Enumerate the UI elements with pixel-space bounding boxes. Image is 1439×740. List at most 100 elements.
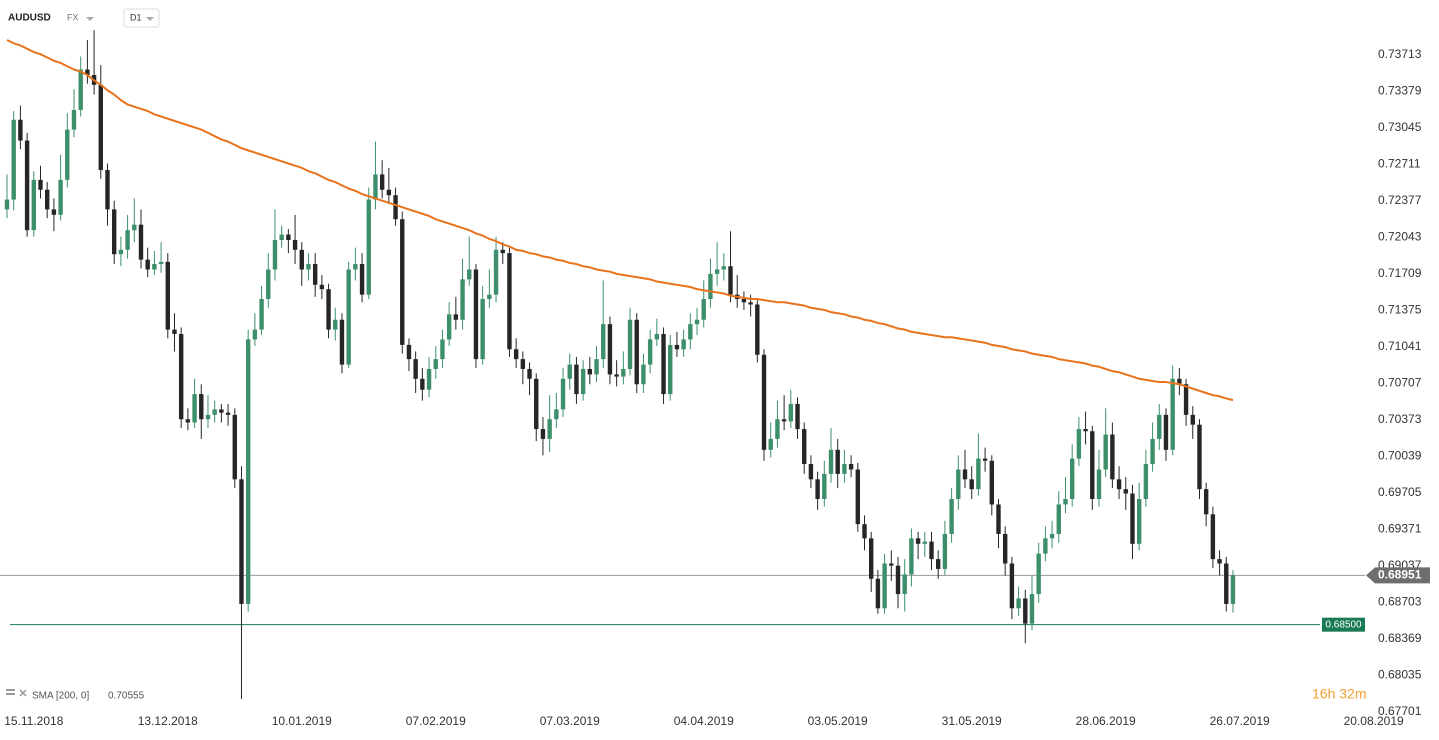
- candle-body: [172, 329, 177, 334]
- symbol[interactable]: AUDUSD: [8, 13, 51, 24]
- candle-body: [346, 269, 351, 365]
- legend-value: 0.70555: [108, 691, 145, 702]
- candle-body: [1130, 493, 1135, 544]
- candle-body: [681, 339, 686, 350]
- candle-body: [306, 264, 311, 270]
- candle-body: [540, 429, 546, 439]
- x-tick-label: 03.05.2019: [808, 714, 868, 728]
- candle-body: [728, 266, 733, 295]
- candle-body: [312, 264, 318, 285]
- candle-body: [467, 269, 472, 280]
- candle-body: [714, 269, 720, 274]
- candle-body: [614, 374, 619, 377]
- candle-body: [1016, 598, 1021, 609]
- candle-body: [1090, 431, 1095, 500]
- x-tick-label: 20.08.2019: [1344, 714, 1404, 728]
- legend-label: SMA [200, 0]: [32, 691, 89, 702]
- candle-body: [1157, 414, 1162, 439]
- candle-body: [701, 299, 706, 320]
- market-caret[interactable]: [86, 17, 94, 21]
- candle-body: [1177, 378, 1182, 385]
- candle-body: [165, 261, 170, 330]
- candle-body: [219, 409, 224, 413]
- candle-body: [674, 344, 680, 350]
- y-tick-label: 0.68369: [1378, 631, 1422, 645]
- y-tick-label: 0.69705: [1378, 485, 1422, 499]
- plot-area: 0.68500: [0, 30, 1365, 699]
- market[interactable]: FX: [67, 12, 79, 22]
- candle-body: [158, 261, 164, 265]
- candle-body: [607, 324, 613, 375]
- candle-body: [1023, 598, 1028, 624]
- candle-body: [661, 333, 666, 395]
- legend-icon[interactable]: [6, 693, 15, 695]
- level-label: 0.68500: [1325, 619, 1362, 630]
- candle-body: [225, 412, 231, 415]
- candle-body: [480, 299, 485, 360]
- last-price-tag: [1366, 567, 1430, 584]
- candle-body: [889, 563, 894, 566]
- y-tick-label: 0.71375: [1378, 303, 1422, 317]
- candle-body: [708, 273, 713, 300]
- y-tick-label: 0.70707: [1378, 376, 1422, 390]
- candle-body: [1049, 533, 1055, 539]
- candle-body: [1116, 479, 1122, 490]
- candle-body: [741, 299, 747, 303]
- y-tick-label: 0.67701: [1378, 704, 1422, 718]
- candle-body: [567, 364, 572, 379]
- candle-body: [835, 449, 840, 474]
- candle-body: [1217, 559, 1222, 564]
- candle-body: [802, 429, 807, 465]
- candle-body: [721, 266, 727, 270]
- interval[interactable]: D1: [130, 12, 142, 22]
- candle-body: [828, 449, 834, 474]
- candle-body: [232, 414, 237, 480]
- candle-body: [366, 199, 371, 295]
- candle-body: [440, 339, 445, 360]
- candle-body: [386, 189, 392, 196]
- candle-body: [1029, 594, 1035, 624]
- candle-body: [152, 264, 157, 270]
- candle-body: [118, 249, 124, 255]
- candle-body: [909, 538, 914, 575]
- x-tick-label: 26.07.2019: [1210, 714, 1270, 728]
- interval-caret[interactable]: [146, 17, 154, 21]
- candle-body: [694, 319, 700, 325]
- candle-body: [1009, 563, 1015, 609]
- candle-body: [1224, 563, 1229, 604]
- candle-body: [44, 189, 50, 210]
- sma-line: [6, 39, 1234, 402]
- candle-body: [199, 394, 204, 420]
- interval-box[interactable]: [123, 8, 160, 28]
- candle-body: [534, 378, 539, 430]
- candle-body: [58, 179, 63, 215]
- candle-body: [862, 524, 867, 539]
- legend-icon[interactable]: [6, 689, 15, 691]
- candle-body: [935, 559, 941, 569]
- candle-body: [1163, 414, 1169, 450]
- candle-body: [493, 249, 499, 295]
- legend-close[interactable]: [19, 689, 27, 697]
- candle-body: [125, 230, 130, 250]
- y-tick-label: 0.71709: [1378, 266, 1422, 280]
- candle-body: [18, 119, 23, 141]
- candle-body: [654, 333, 660, 340]
- candle-body: [333, 319, 338, 330]
- candle-body: [11, 119, 16, 200]
- candle-body: [915, 538, 921, 544]
- candle-body: [761, 354, 767, 450]
- candle-body: [1183, 384, 1189, 415]
- candle-body: [259, 299, 264, 330]
- candle-body: [339, 319, 345, 365]
- candle-body: [882, 563, 887, 609]
- y-tick-label: 0.68703: [1378, 595, 1422, 609]
- candle-body: [755, 304, 760, 355]
- candle-body: [668, 344, 673, 395]
- candle-body: [922, 541, 927, 544]
- candle-body: [1043, 538, 1048, 554]
- candle-body: [647, 339, 653, 365]
- candle-body: [815, 479, 820, 500]
- candle-body: [1036, 553, 1041, 595]
- candle-body: [949, 499, 954, 534]
